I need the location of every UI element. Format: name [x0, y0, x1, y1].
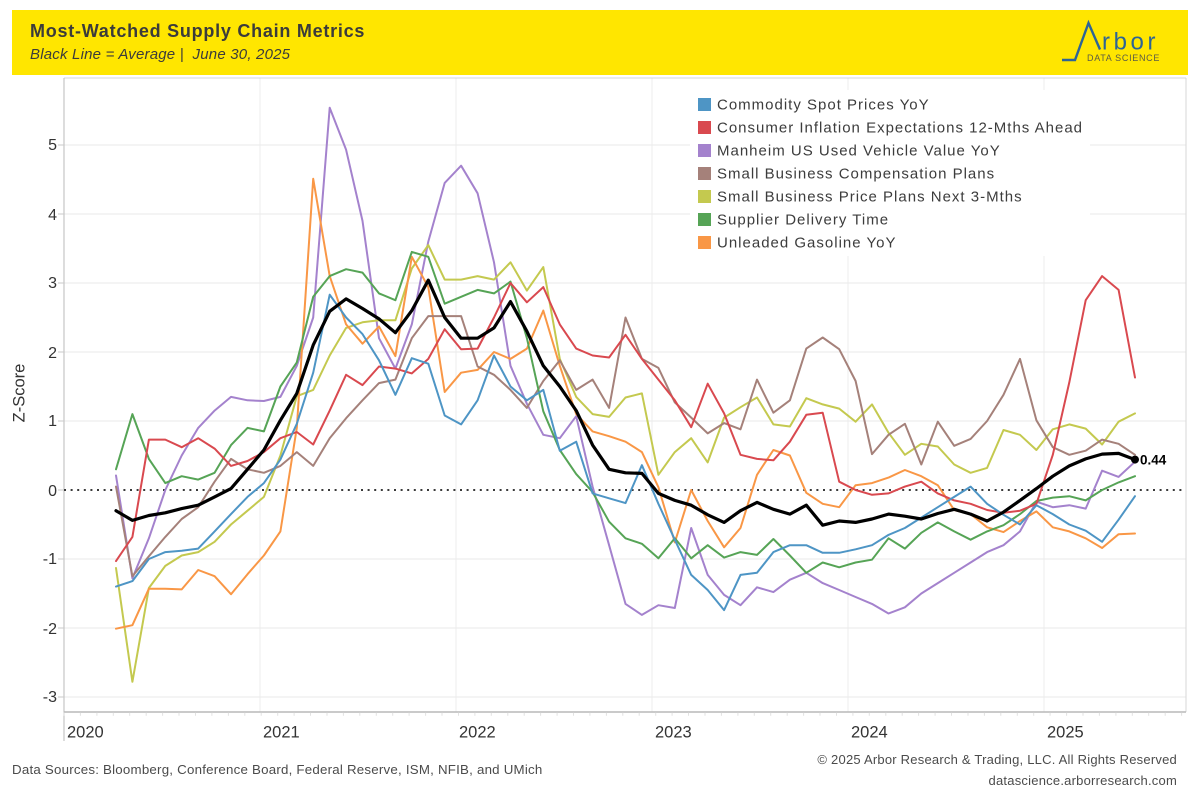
svg-text:Small Business Compensation Pl: Small Business Compensation Plans	[717, 166, 995, 183]
svg-text:0.44: 0.44	[1140, 452, 1167, 467]
svg-text:Unleaded Gasoline YoY: Unleaded Gasoline YoY	[717, 235, 896, 252]
svg-text:Small Business Price Plans Nex: Small Business Price Plans Next 3-Mths	[717, 189, 1023, 206]
svg-text:Supplier Delivery Time: Supplier Delivery Time	[717, 212, 889, 229]
svg-text:2025: 2025	[1047, 724, 1084, 742]
svg-text:Consumer Inflation Expectation: Consumer Inflation Expectations 12-Mths …	[717, 120, 1083, 137]
svg-text:Z-Score: Z-Score	[11, 364, 29, 423]
svg-text:-1: -1	[43, 551, 57, 568]
svg-text:2024: 2024	[851, 724, 888, 742]
svg-text:5: 5	[48, 137, 57, 154]
svg-text:-2: -2	[43, 621, 57, 638]
svg-text:rbor: rbor	[1102, 29, 1159, 56]
svg-text:3: 3	[48, 275, 57, 292]
svg-text:1: 1	[48, 413, 57, 430]
svg-text:0: 0	[48, 483, 57, 500]
svg-text:DATA SCIENCE: DATA SCIENCE	[1087, 53, 1160, 63]
svg-text:2: 2	[48, 345, 57, 362]
svg-text:2023: 2023	[655, 724, 692, 742]
svg-text:Commodity Spot Prices YoY: Commodity Spot Prices YoY	[717, 97, 930, 114]
svg-text:-3: -3	[43, 689, 57, 706]
svg-text:4: 4	[48, 207, 57, 224]
svg-text:Manheim US Used Vehicle Value: Manheim US Used Vehicle Value YoY	[717, 143, 1001, 160]
svg-text:2022: 2022	[459, 724, 496, 742]
svg-text:2020: 2020	[67, 724, 104, 742]
svg-text:2021: 2021	[263, 724, 300, 742]
